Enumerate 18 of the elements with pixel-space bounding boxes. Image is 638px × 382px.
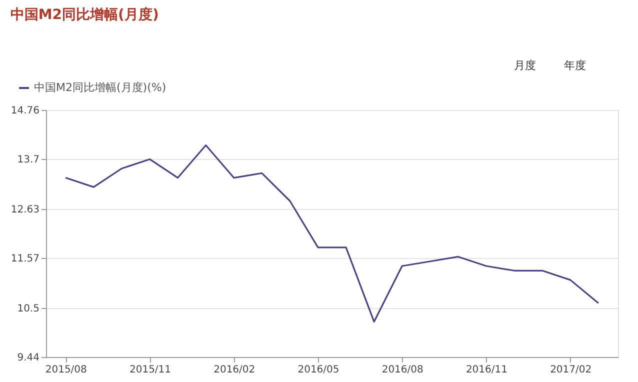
x-tick-label: 2016/08 (382, 364, 424, 376)
chart-title: 中国M2同比增幅(月度) (10, 6, 159, 23)
legend-label: 中国M2同比增幅(月度)(%) (34, 81, 166, 94)
line-series (64, 144, 600, 323)
x-tick-label: 2016/05 (298, 364, 340, 376)
x-tick-label: 2015/08 (45, 364, 87, 376)
x-tick-label: 2015/11 (129, 364, 172, 376)
text: 月度 (514, 59, 536, 72)
y-tick-label: 11.57 (10, 254, 40, 265)
x-tick-label: 2017/02 (550, 364, 592, 376)
y-tick-label: 14.76 (10, 106, 40, 116)
y-tick-label: 9.44 (17, 352, 40, 364)
y-tick-label: 12.63 (10, 204, 40, 216)
x-tick-label: 2016/02 (214, 364, 256, 376)
text: 年度 (564, 59, 586, 72)
y-tick-label: 13.7 (17, 154, 40, 166)
y-tick-label: 10.5 (17, 303, 40, 314)
x-tick-label: 2016/11 (466, 364, 508, 376)
